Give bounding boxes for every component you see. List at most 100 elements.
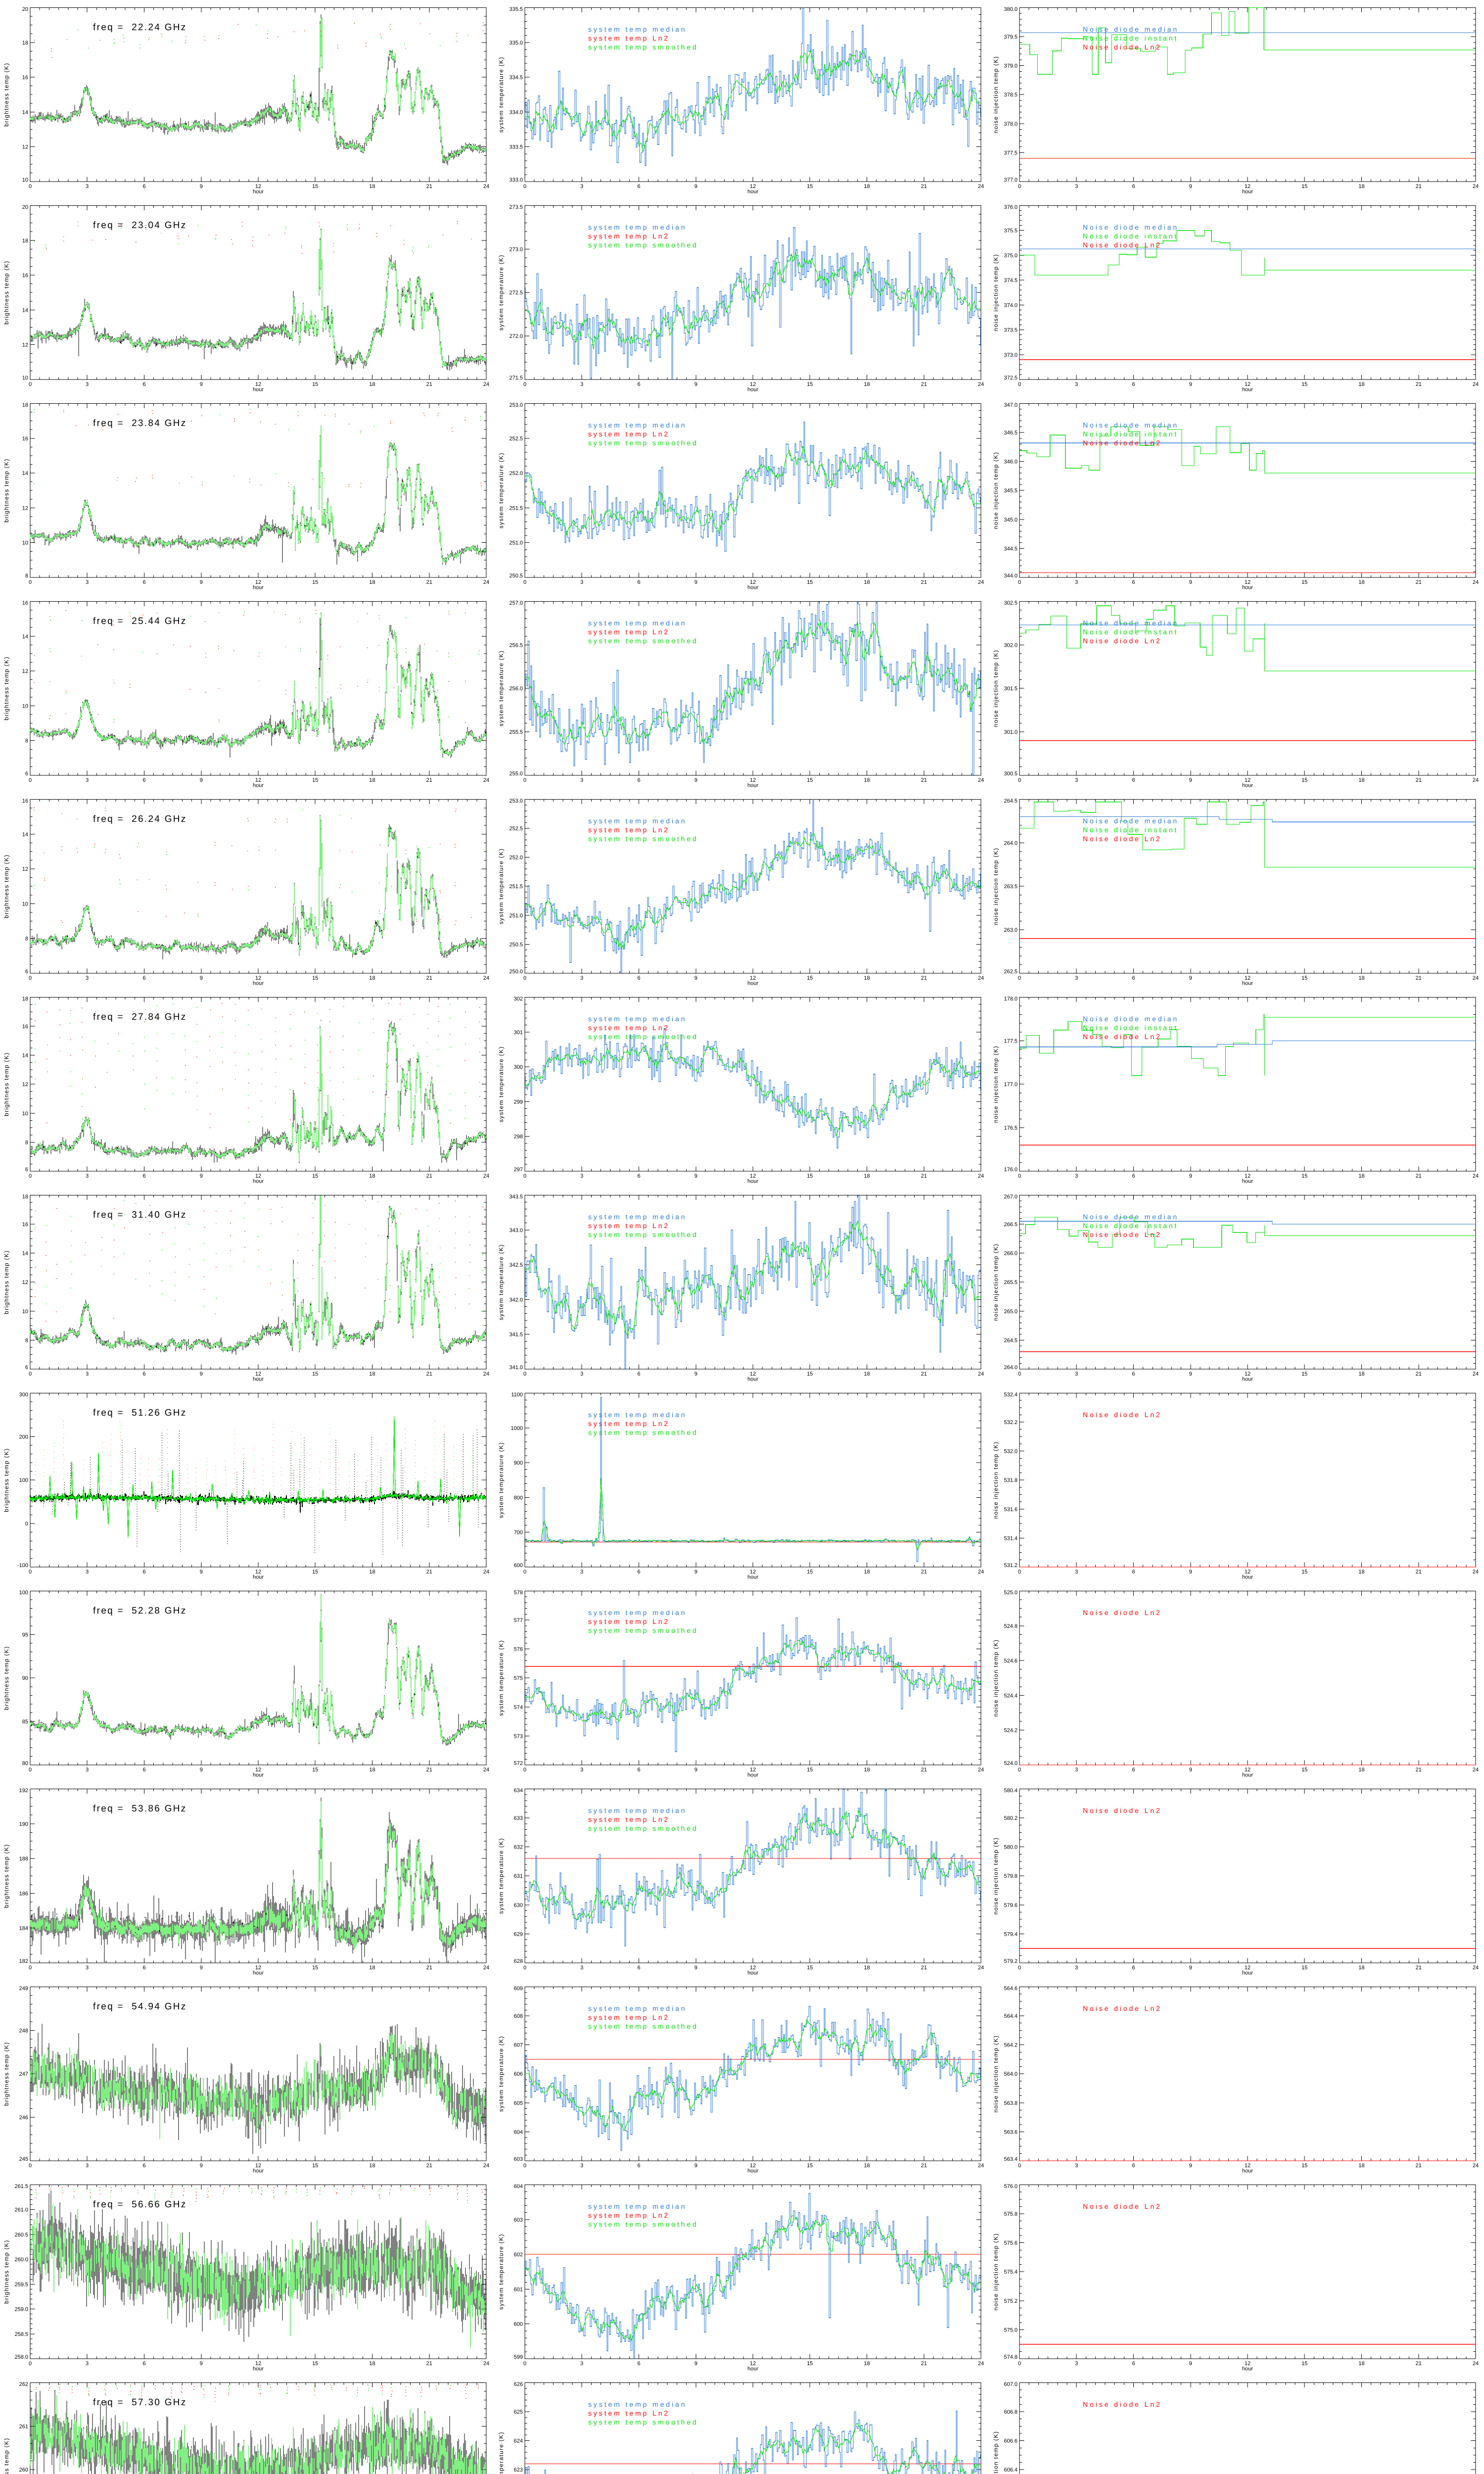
svg-text:9: 9: [695, 1173, 697, 1179]
svg-text:24: 24: [1473, 1767, 1479, 1773]
svg-text:24: 24: [483, 1569, 489, 1575]
svg-text:Noise diode Ln2: Noise diode Ln2: [1083, 2202, 1162, 2210]
svg-text:8: 8: [25, 1140, 28, 1145]
svg-text:260.5: 260.5: [14, 2232, 28, 2238]
svg-text:21: 21: [426, 1371, 432, 1377]
svg-text:Noise diode median: Noise diode median: [1083, 1015, 1179, 1023]
svg-text:6: 6: [142, 1569, 145, 1575]
svg-text:hour: hour: [747, 189, 758, 195]
svg-text:524.4: 524.4: [1004, 1693, 1018, 1699]
svg-text:24: 24: [978, 2163, 984, 2169]
svg-text:system temperature (K): system temperature (K): [498, 2234, 505, 2310]
svg-text:brightness temp (K): brightness temp (K): [3, 62, 10, 126]
svg-text:8: 8: [25, 738, 28, 744]
svg-text:10: 10: [22, 901, 28, 907]
svg-text:brightness temp (K): brightness temp (K): [3, 1250, 10, 1314]
svg-text:brightness temp (K): brightness temp (K): [3, 1448, 10, 1512]
svg-text:Noise diode median: Noise diode median: [1083, 619, 1179, 627]
svg-text:hour: hour: [1242, 585, 1253, 591]
svg-text:258.5: 258.5: [14, 2331, 28, 2337]
svg-text:12: 12: [1245, 1767, 1251, 1773]
svg-text:252.0: 252.0: [509, 471, 523, 476]
svg-text:system temp Ln2: system temp Ln2: [588, 628, 670, 636]
svg-text:10: 10: [22, 540, 28, 546]
svg-text:21: 21: [1416, 1371, 1422, 1377]
svg-text:freq = 52.28 GHz: freq = 52.28 GHz: [93, 1606, 187, 1616]
svg-text:Noise diode instant: Noise diode instant: [1083, 430, 1178, 438]
svg-text:21: 21: [1416, 2163, 1422, 2169]
svg-text:250.0: 250.0: [509, 969, 523, 975]
svg-text:267.0: 267.0: [1004, 1194, 1018, 1200]
svg-text:264.0: 264.0: [1004, 1365, 1018, 1371]
svg-text:6: 6: [1132, 184, 1135, 190]
svg-text:system temp smoothed: system temp smoothed: [588, 1428, 698, 1436]
svg-text:251.0: 251.0: [509, 913, 523, 919]
svg-text:18: 18: [864, 1965, 870, 1971]
svg-text:brightness temp (K): brightness temp (K): [3, 2437, 10, 2474]
svg-text:12: 12: [1245, 1569, 1251, 1575]
svg-text:9: 9: [200, 1173, 203, 1179]
svg-text:system temp smoothed: system temp smoothed: [588, 439, 698, 447]
svg-text:Noise diode Ln2: Noise diode Ln2: [1083, 835, 1162, 843]
svg-text:system temp median: system temp median: [588, 1411, 687, 1419]
svg-text:9: 9: [695, 381, 697, 387]
svg-text:15: 15: [807, 1569, 813, 1575]
svg-text:266.0: 266.0: [1004, 1251, 1018, 1257]
svg-text:15: 15: [1301, 1965, 1307, 1971]
svg-text:hour: hour: [253, 783, 264, 789]
svg-text:21: 21: [921, 579, 927, 585]
svg-text:15: 15: [807, 1173, 813, 1179]
svg-text:3: 3: [86, 381, 89, 387]
svg-text:628: 628: [514, 1958, 523, 1964]
svg-text:95: 95: [22, 1632, 28, 1638]
svg-text:system temp median: system temp median: [588, 421, 687, 429]
svg-text:379.0: 379.0: [1004, 63, 1018, 69]
svg-text:21: 21: [1416, 1767, 1422, 1773]
svg-text:255.5: 255.5: [509, 729, 523, 735]
svg-text:hour: hour: [747, 2366, 758, 2372]
svg-text:12: 12: [255, 777, 261, 783]
svg-text:12: 12: [22, 505, 28, 511]
svg-text:hour: hour: [253, 1574, 264, 1580]
svg-text:15: 15: [1301, 2163, 1307, 2169]
svg-text:24: 24: [1473, 2361, 1479, 2367]
svg-text:335.0: 335.0: [509, 40, 523, 46]
svg-text:246: 246: [19, 2115, 28, 2121]
svg-text:3: 3: [580, 975, 583, 981]
svg-text:system temp Ln2: system temp Ln2: [588, 2211, 670, 2219]
svg-text:hour: hour: [253, 387, 264, 393]
svg-text:18: 18: [864, 975, 870, 981]
svg-text:hour: hour: [253, 1377, 264, 1382]
svg-text:21: 21: [921, 1965, 927, 1971]
svg-text:20: 20: [22, 6, 28, 12]
svg-text:343.0: 343.0: [509, 1228, 523, 1234]
svg-text:606: 606: [514, 2071, 523, 2077]
svg-text:579.8: 579.8: [1004, 1873, 1018, 1879]
svg-text:14: 14: [22, 832, 28, 838]
svg-text:noise injection temp (K): noise injection temp (K): [992, 1639, 999, 1717]
svg-text:system temp Ln2: system temp Ln2: [588, 430, 670, 438]
svg-text:10: 10: [22, 1309, 28, 1315]
svg-text:12: 12: [750, 975, 756, 981]
svg-text:hour: hour: [253, 189, 264, 195]
svg-text:Noise diode Ln2: Noise diode Ln2: [1083, 1033, 1162, 1041]
svg-text:15: 15: [1301, 184, 1307, 190]
svg-text:9: 9: [695, 1965, 697, 1971]
svg-text:264.5: 264.5: [1004, 1337, 1018, 1343]
svg-text:18: 18: [22, 402, 28, 408]
svg-text:6: 6: [637, 1371, 640, 1377]
svg-text:16: 16: [22, 1024, 28, 1030]
svg-text:372.5: 372.5: [1004, 375, 1018, 381]
svg-text:624: 624: [514, 2438, 523, 2444]
svg-text:564.0: 564.0: [1004, 2071, 1018, 2077]
svg-text:9: 9: [1189, 975, 1192, 981]
svg-text:632: 632: [514, 1845, 523, 1851]
svg-text:system temp median: system temp median: [588, 1213, 687, 1221]
svg-text:298: 298: [514, 1134, 523, 1140]
svg-text:system temperature (K): system temperature (K): [498, 1244, 505, 1320]
svg-text:Noise diode Ln2: Noise diode Ln2: [1083, 1411, 1162, 1419]
svg-text:18: 18: [1358, 1965, 1364, 1971]
svg-text:18: 18: [864, 184, 870, 190]
svg-text:253.0: 253.0: [509, 402, 523, 408]
svg-text:system temp median: system temp median: [588, 2202, 687, 2210]
